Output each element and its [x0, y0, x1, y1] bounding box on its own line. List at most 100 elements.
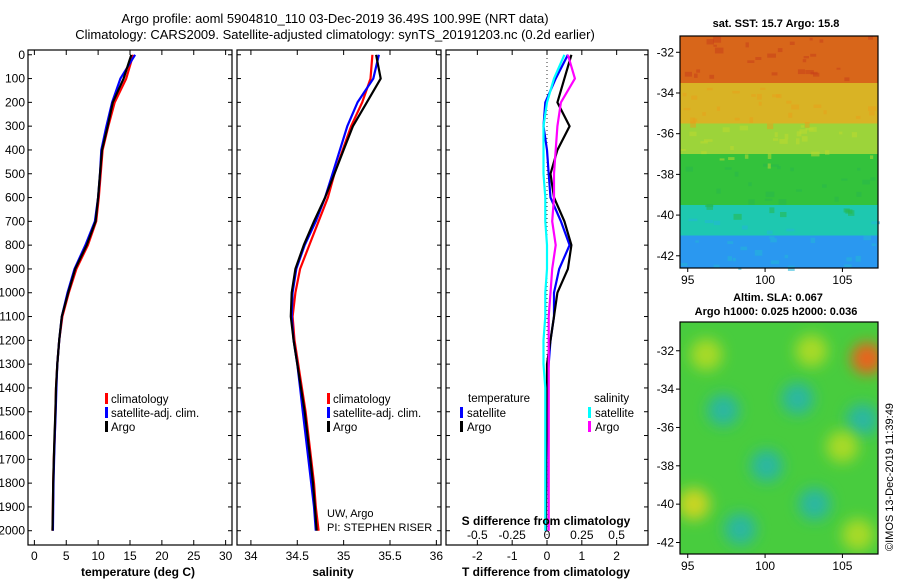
- depth-tick-label: 400: [5, 143, 25, 157]
- legend-swatch-t-satellite: [460, 407, 463, 418]
- sla-anomaly-blob: [795, 334, 828, 367]
- sst-texture-patch: [772, 94, 780, 98]
- map-x-tick-label: 100: [755, 559, 775, 573]
- sst-texture-patch: [706, 87, 713, 91]
- sst-texture-patch: [870, 177, 876, 181]
- map-x-tick-label: 105: [832, 559, 852, 573]
- map-x-tick-label: 100: [755, 273, 775, 287]
- sla-map-frame: [679, 321, 879, 555]
- temperature-legend: climatology satellite-adj. clim. Argo: [105, 393, 199, 434]
- depth-tick-label: 1100: [0, 310, 25, 324]
- sst-texture-patch: [868, 106, 877, 112]
- sst-texture-patch: [871, 243, 877, 246]
- sst-texture-patch: [682, 92, 687, 97]
- sla-anomaly-blob: [750, 449, 783, 482]
- sst-texture-patch: [780, 212, 787, 218]
- sst-texture-patch: [802, 59, 807, 63]
- x-tick-label: 35: [337, 549, 351, 563]
- sst-texture-patch: [728, 157, 735, 160]
- map-y-tick-label: -42: [657, 249, 675, 263]
- sst-texture-patch: [680, 149, 686, 151]
- sst-texture-patch: [791, 104, 800, 110]
- x-tick-label: 10: [91, 549, 105, 563]
- sst-texture-patch: [713, 220, 721, 226]
- sst-texture-patch: [694, 73, 698, 78]
- legend-label-t-argo: Argo: [467, 422, 491, 434]
- depth-tick-label: 300: [5, 119, 25, 133]
- sst-texture-patch: [844, 77, 850, 82]
- sst-texture-patch: [745, 42, 749, 48]
- sst-texture-patch: [714, 47, 724, 54]
- sst-texture-patch: [796, 131, 802, 137]
- x-tick-label: 35.5: [378, 549, 402, 563]
- x-tick-label: 34: [244, 549, 258, 563]
- series-line-argo: [51, 54, 133, 531]
- depth-tick-label: 900: [5, 262, 25, 276]
- depth-axis: 0 100 200 300 400 500 600 700 800 900 1000 1100 1200…: [0, 48, 25, 538]
- map-y-tick-label: -34: [657, 86, 675, 100]
- sst-texture-patch: [703, 139, 713, 142]
- sst-texture-patch: [755, 57, 762, 60]
- sst-texture-patch: [706, 39, 714, 45]
- legend-swatch-s-satellite: [588, 407, 591, 418]
- depth-tick-label: 1300: [0, 357, 25, 371]
- x-tick-label: -1: [507, 549, 518, 563]
- salinity-panel: 34 34.5 35 35.5 36: [237, 50, 443, 563]
- sst-texture-patch: [749, 117, 754, 123]
- sst-texture-patch: [732, 257, 736, 262]
- x-tick-label: 34.5: [286, 549, 310, 563]
- legend-label-climatology: climatology: [111, 394, 169, 406]
- sst-texture-patch: [684, 71, 692, 77]
- salinity-axis-title: salinity: [312, 565, 354, 579]
- depth-tick-label: 1000: [0, 286, 25, 300]
- sst-texture-patch: [863, 235, 871, 241]
- sst-texture-patch: [727, 256, 732, 261]
- chart-title-line-1: Argo profile: aoml 5904810_110 03-Dec-20…: [121, 11, 549, 26]
- sst-texture-patch: [834, 196, 839, 202]
- sst-texture-patch: [680, 263, 688, 266]
- sst-texture-patch: [789, 41, 795, 45]
- depth-tick-label: 1700: [0, 452, 25, 466]
- sst-texture-patch: [760, 87, 766, 90]
- sst-texture-patch: [769, 207, 775, 214]
- x-tick-label: 30: [219, 549, 233, 563]
- sst-texture-patch: [716, 106, 721, 111]
- sst-texture-patch: [739, 125, 749, 131]
- sst-texture-patch: [688, 218, 698, 222]
- legend-swatch-satellite: [327, 407, 330, 418]
- sla-anomaly-blob: [826, 430, 859, 463]
- difference-panel: -2 -1 0 1 2-0.5 -0.25 0 0.25 0.5: [446, 50, 648, 563]
- sst-texture-patch: [713, 36, 722, 43]
- x2-tick-label: 0.5: [608, 528, 625, 542]
- temperature-panel-frame: [27, 49, 233, 546]
- sst-texture-patch: [855, 255, 861, 262]
- depth-tick-label: 1400: [0, 381, 25, 395]
- t-difference-axis-title: T difference from climatology: [462, 565, 630, 579]
- sst-texture-patch: [685, 166, 693, 172]
- x-tick-label: 0: [31, 549, 38, 563]
- sst-texture-patch: [823, 110, 827, 115]
- sst-texture-patch: [774, 132, 778, 138]
- series-line-climatology: [291, 54, 374, 531]
- legend-label-satellite: satellite-adj. clim.: [333, 408, 421, 420]
- sst-texture-patch: [841, 178, 848, 181]
- sst-texture-patch: [771, 72, 778, 76]
- sst-texture-patch: [770, 260, 780, 265]
- difference-legend: temperature satellite Argo salinity sate…: [460, 393, 634, 434]
- legend-label-s-satellite: satellite: [595, 408, 634, 420]
- sst-texture-patch: [756, 93, 762, 100]
- sst-texture-patch: [747, 60, 755, 63]
- x2-tick-label: 0.25: [570, 528, 594, 542]
- legend-swatch-argo: [105, 421, 108, 432]
- sst-texture-patch: [696, 69, 701, 73]
- x-tick-label: 20: [155, 549, 169, 563]
- s-difference-axis-title: S difference from climatology: [462, 514, 631, 528]
- sst-texture-patch: [769, 236, 775, 239]
- sst-texture-patch: [805, 70, 814, 75]
- x-tick-label: 2: [613, 549, 620, 563]
- sst-texture-patch: [825, 150, 830, 155]
- depth-tick-label: 1900: [0, 500, 25, 514]
- sst-map-title: sat. SST: 15.7 Argo: 15.8: [713, 18, 840, 30]
- sst-texture-patch: [770, 164, 779, 167]
